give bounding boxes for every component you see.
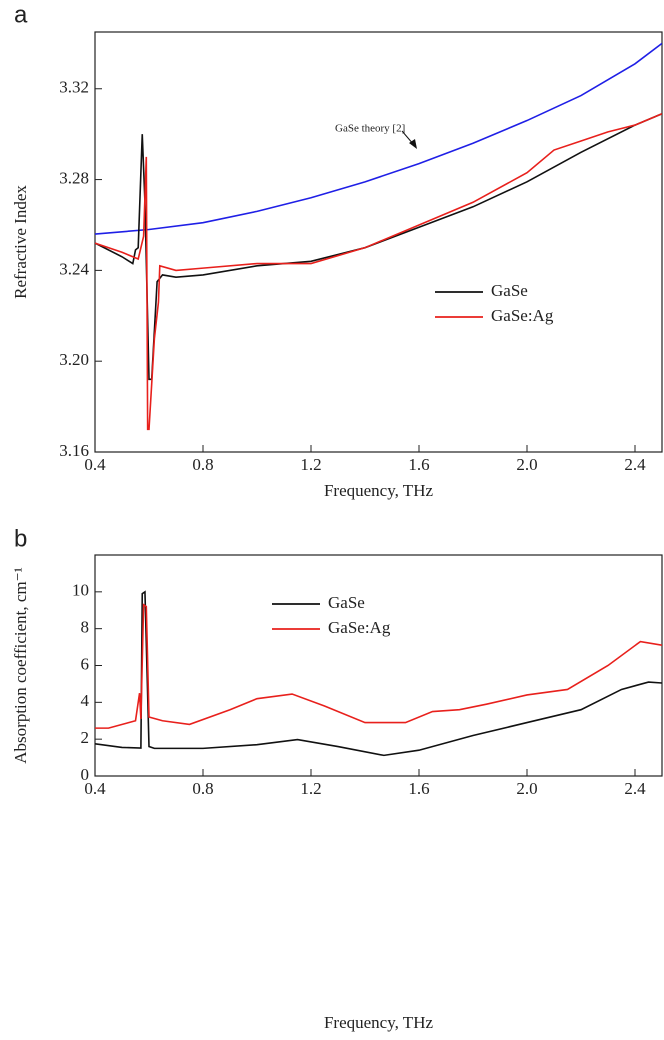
x-tick-label: 1.2	[300, 455, 321, 474]
y-tick-label: 3.16	[59, 441, 89, 460]
y-tick-label: 3.32	[59, 78, 89, 97]
y-tick-label: 3.20	[59, 350, 89, 369]
panel-label: b	[14, 525, 27, 552]
y-tick-label: 10	[72, 581, 89, 600]
x-axis-label: Frequency, THz	[324, 481, 434, 500]
x-tick-label: 1.6	[408, 455, 429, 474]
y-tick-label: 2	[81, 728, 90, 747]
arrow-head	[409, 139, 417, 149]
series-line	[95, 42, 662, 235]
x-tick-label: 2.0	[516, 779, 537, 798]
x-tick-label: 1.6	[408, 779, 429, 798]
x-tick-label: 0.4	[84, 779, 106, 798]
x-tick-label: 0.4	[84, 455, 106, 474]
x-tick-label: 2.4	[624, 779, 646, 798]
y-axis-label: Absorption coefficient, cm⁻¹	[11, 567, 30, 763]
series-line	[95, 112, 662, 381]
legend-label: GaSe:Ag	[328, 618, 391, 637]
annotation: GaSe theory [2]	[335, 123, 405, 135]
y-tick-label: 3.24	[59, 259, 89, 278]
series-line	[95, 112, 662, 431]
plot-frame	[94, 31, 663, 453]
x-tick-label: 2.4	[624, 455, 646, 474]
y-tick-label: 4	[81, 691, 90, 710]
y-tick-label: 0	[81, 765, 90, 784]
x-axis-label: Frequency, THz	[324, 1013, 434, 1032]
x-tick-label: 2.0	[516, 455, 537, 474]
plot-frame	[94, 554, 663, 777]
x-tick-label: 1.2	[300, 779, 321, 798]
series-line	[95, 590, 662, 757]
y-axis-label: Refractive Index	[11, 185, 30, 299]
series-line	[95, 603, 662, 729]
y-tick-label: 6	[81, 654, 90, 673]
legend-label: GaSe	[491, 281, 528, 300]
y-tick-label: 8	[81, 618, 90, 637]
panel-label: a	[14, 1, 28, 28]
y-tick-label: 3.28	[59, 168, 89, 187]
legend-label: GaSe	[328, 593, 365, 612]
x-tick-label: 0.8	[192, 779, 213, 798]
legend-label: GaSe:Ag	[491, 306, 554, 325]
x-tick-label: 0.8	[192, 455, 213, 474]
